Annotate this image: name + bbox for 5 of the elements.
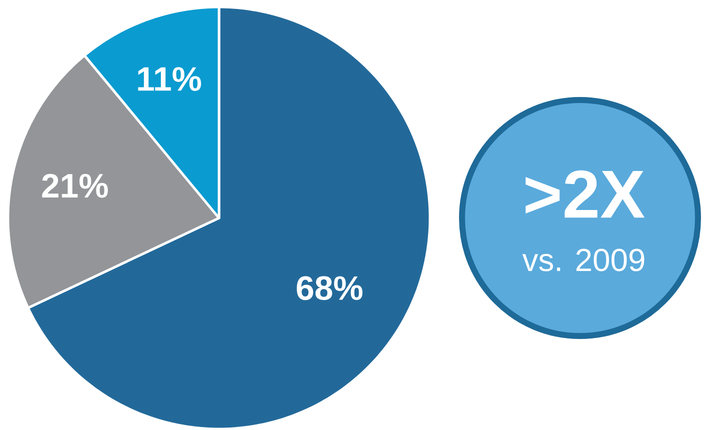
- data-label: 11%: [138, 67, 202, 91]
- data-label: 21%: [42, 174, 108, 198]
- text: >2X: [526, 170, 645, 218]
- data-label: 68%: [296, 276, 362, 300]
- text: vs. 2009: [522, 248, 644, 272]
